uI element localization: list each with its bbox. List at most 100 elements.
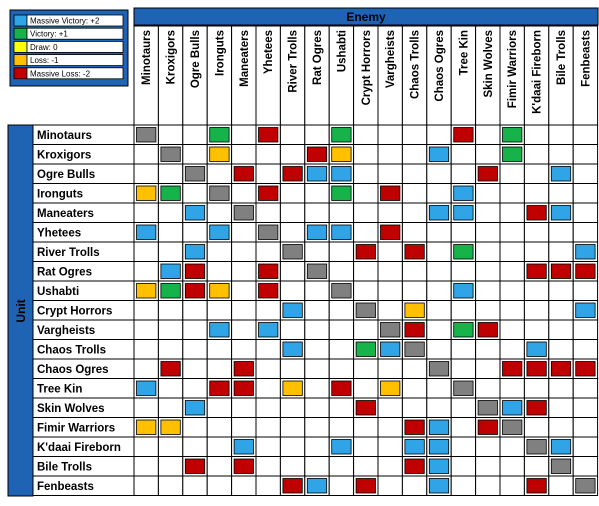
row-header-label: Fenbeasts xyxy=(37,481,94,493)
heatmap-cell xyxy=(377,417,403,438)
heatmap-cell xyxy=(353,358,379,379)
self-match-mark xyxy=(453,380,474,396)
unit-axis-label: Unit xyxy=(14,299,28,322)
legend-swatch xyxy=(13,67,28,80)
heatmap-cell xyxy=(182,144,208,165)
result-mark xyxy=(575,263,596,279)
column-header-label: K'daai Fireborn xyxy=(532,30,544,114)
heatmap-cell xyxy=(133,475,159,496)
heatmap-cell xyxy=(255,456,281,477)
heatmap-cell xyxy=(548,222,574,243)
heatmap-cell xyxy=(426,241,452,262)
result-mark xyxy=(136,224,157,240)
heatmap-cell xyxy=(304,339,330,360)
heatmap-cell xyxy=(231,339,257,360)
heatmap-cell xyxy=(328,397,355,418)
result-mark xyxy=(428,478,450,494)
heatmap-cell xyxy=(450,436,477,457)
heatmap-cell xyxy=(133,261,159,282)
result-mark xyxy=(428,205,450,221)
result-mark xyxy=(550,263,572,279)
heatmap-cell xyxy=(328,358,355,379)
self-match-mark xyxy=(477,400,498,416)
result-mark xyxy=(258,127,279,143)
heatmap-cell xyxy=(475,222,501,243)
heatmap-cell xyxy=(523,241,550,262)
heatmap-cell xyxy=(475,300,501,321)
result-mark xyxy=(282,302,303,318)
row-header-label: Ironguts xyxy=(37,188,83,200)
result-mark xyxy=(331,166,352,182)
heatmap-cell xyxy=(182,339,208,360)
result-mark xyxy=(258,322,279,338)
heatmap-cell xyxy=(499,183,525,204)
result-mark xyxy=(160,283,181,299)
heatmap-cell xyxy=(450,456,477,477)
column-header-label: Kroxigors xyxy=(166,30,178,84)
heatmap-cell xyxy=(475,183,501,204)
heatmap-cell xyxy=(157,475,184,496)
heatmap-cell xyxy=(231,319,257,340)
heatmap-cell xyxy=(353,183,379,204)
heatmap-cell xyxy=(182,475,208,496)
result-mark xyxy=(306,166,328,182)
result-mark xyxy=(331,146,352,162)
result-mark xyxy=(136,185,157,201)
heatmap-cell xyxy=(426,280,452,301)
heatmap-cell xyxy=(304,300,330,321)
heatmap-cell xyxy=(206,202,233,223)
self-match-mark xyxy=(502,419,523,435)
result-mark xyxy=(404,458,425,474)
column-header-cell xyxy=(182,25,208,126)
heatmap-cell xyxy=(523,144,550,165)
heatmap-cell xyxy=(548,300,574,321)
result-mark xyxy=(526,205,547,221)
heatmap-cell xyxy=(157,241,184,262)
heatmap-cell xyxy=(523,163,550,184)
result-mark xyxy=(380,224,401,240)
heatmap-cell xyxy=(279,280,306,301)
legend-label-box xyxy=(26,41,124,53)
result-mark xyxy=(136,380,157,396)
heatmap-cell xyxy=(475,436,501,457)
heatmap-cell xyxy=(182,378,208,399)
heatmap-cell xyxy=(475,475,501,496)
heatmap-cell xyxy=(328,202,355,223)
heatmap-cell xyxy=(157,378,184,399)
heatmap-cell xyxy=(304,202,330,223)
heatmap-cell xyxy=(304,280,330,301)
legend-entry: Massive Loss: -2 xyxy=(30,69,91,78)
heatmap-cell xyxy=(499,378,525,399)
heatmap-cell xyxy=(475,261,501,282)
heatmap-cell xyxy=(279,358,306,379)
result-mark xyxy=(477,322,498,338)
result-mark xyxy=(306,146,328,162)
column-header-label: Ironguts xyxy=(214,30,226,76)
legend: Massive Victory: +2 Victory: +1 Draw: 0 Los… xyxy=(9,9,129,87)
heatmap-cell xyxy=(279,202,306,223)
heatmap-cell xyxy=(255,475,281,496)
row-header-label: Ushabti xyxy=(37,286,79,298)
self-match-mark xyxy=(550,458,572,474)
heatmap-cell xyxy=(231,300,257,321)
heatmap-cell xyxy=(475,202,501,223)
heatmap-cell xyxy=(475,124,501,145)
heatmap-cell xyxy=(231,144,257,165)
heatmap-cell xyxy=(548,339,574,360)
heatmap-cell xyxy=(401,124,428,145)
heatmap-cell xyxy=(231,475,257,496)
heatmap-cell xyxy=(426,339,452,360)
result-mark xyxy=(380,185,401,201)
heatmap-cell xyxy=(426,300,452,321)
result-mark xyxy=(209,283,230,299)
row-header-label: Tree Kin xyxy=(37,383,82,395)
column-header-label: Fenbeasts xyxy=(580,30,592,87)
heatmap-cell xyxy=(328,300,355,321)
result-mark xyxy=(453,185,474,201)
heatmap-cell xyxy=(572,222,599,243)
legend-entry: Victory: +1 xyxy=(30,30,68,39)
heatmap-cells xyxy=(133,124,599,496)
heatmap-cell xyxy=(231,280,257,301)
row-header-label: Yhetees xyxy=(37,227,81,239)
heatmap-cell xyxy=(401,163,428,184)
